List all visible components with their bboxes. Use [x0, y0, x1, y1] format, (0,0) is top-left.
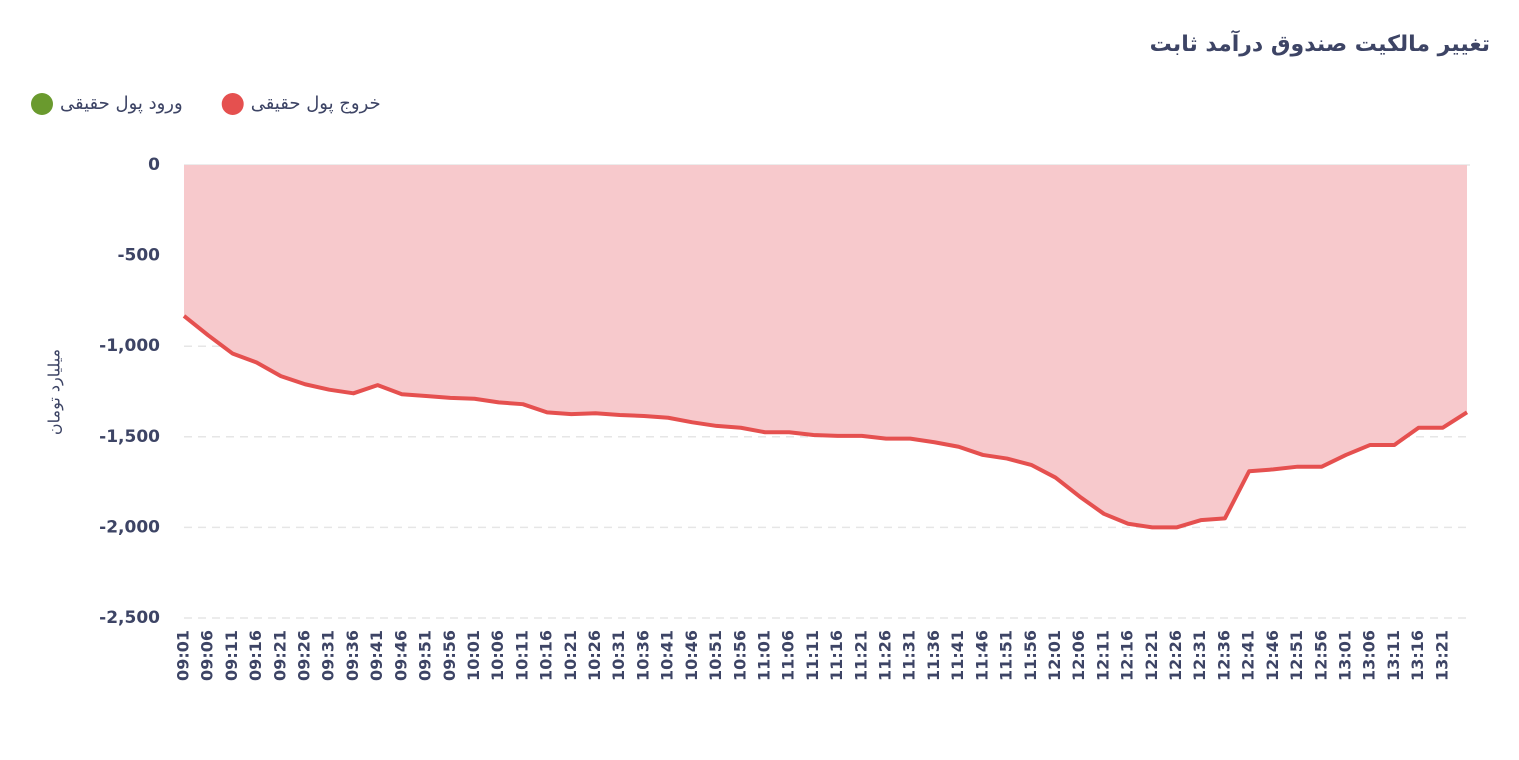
x-tick-label: 09:21: [270, 630, 289, 681]
x-tick-label: 13:11: [1384, 630, 1403, 681]
x-tick-label: 09:16: [246, 630, 265, 681]
y-axis-title: میلیارد تومان: [45, 349, 65, 435]
x-tick-label: 09:41: [367, 630, 386, 681]
x-tick-label: 13:01: [1335, 630, 1354, 681]
x-tick-label: 11:06: [779, 630, 798, 681]
x-tick-label: 11:11: [803, 630, 822, 681]
x-tick-label: 09:31: [319, 630, 338, 681]
x-tick-label: 12:21: [1142, 630, 1161, 681]
x-tick-label: 09:36: [343, 630, 362, 681]
x-tick-label: 13:06: [1360, 630, 1379, 681]
x-tick-label: 09:56: [440, 630, 459, 681]
x-tick-label: 11:46: [972, 630, 991, 681]
x-tick-label: 10:06: [488, 630, 507, 681]
x-tick-label: 10:51: [706, 630, 725, 681]
area: [184, 165, 1467, 528]
x-tick-label: 09:51: [416, 630, 435, 681]
x-tick-label: 12:06: [1069, 630, 1088, 681]
x-tick-label: 10:56: [730, 630, 749, 681]
x-tick-label: 12:31: [1190, 630, 1209, 681]
y-tick-label: -500: [117, 246, 160, 266]
x-tick-label: 10:41: [658, 630, 677, 681]
legend-marker: [31, 93, 53, 115]
x-tick-label: 12:56: [1311, 630, 1330, 681]
x-tick-label: 11:36: [924, 630, 943, 681]
x-tick-label: 11:16: [827, 630, 846, 681]
y-tick-label: 0: [148, 155, 160, 175]
x-tick-label: 11:31: [900, 630, 919, 681]
x-tick-label: 11:26: [876, 630, 895, 681]
x-tick-label: 10:31: [609, 630, 628, 681]
legend-label: خروج پول حقیقی: [251, 93, 381, 114]
x-tick-label: 11:56: [1021, 630, 1040, 681]
x-tick-label: 10:36: [633, 630, 652, 681]
y-tick-label: -1,500: [99, 427, 160, 447]
x-tick-label: 12:51: [1287, 630, 1306, 681]
x-tick-label: 09:46: [391, 630, 410, 681]
x-tick-label: 12:36: [1214, 630, 1233, 681]
x-tick-label: 10:16: [537, 630, 556, 681]
x-tick-label: 12:11: [1093, 630, 1112, 681]
y-tick-label: -2,000: [99, 517, 160, 537]
x-tick-label: 12:46: [1263, 630, 1282, 681]
line: [182, 314, 1469, 530]
legend-label: ورود پول حقیقی: [60, 93, 183, 114]
x-tick-label: 10:11: [512, 630, 531, 681]
x-tick-label: 11:01: [754, 630, 773, 681]
x-tick-label: 12:26: [1166, 630, 1185, 681]
x-tick-label: 10:46: [682, 630, 701, 681]
chart-title: تغییر مالکیت صندوق درآمد ثابت: [1150, 29, 1490, 57]
x-tick-label: 12:16: [1118, 630, 1137, 681]
x-tick-label: 11:51: [997, 630, 1016, 681]
x-tick-label: 13:21: [1432, 630, 1451, 681]
x-tick-label: 10:01: [464, 630, 483, 681]
x-tick-label: 10:21: [561, 630, 580, 681]
y-tick-label: -2,500: [99, 608, 160, 628]
x-tick-label: 11:41: [948, 630, 967, 681]
x-tick-label: 09:06: [198, 630, 217, 681]
x-tick-label: 12:01: [1045, 630, 1064, 681]
y-tick-label: -1,000: [99, 336, 160, 356]
x-tick-label: 12:41: [1239, 630, 1258, 681]
x-tick-label: 11:21: [851, 630, 870, 681]
x-tick-label: 09:11: [222, 630, 241, 681]
legend-marker: [221, 93, 244, 115]
x-tick-label: 10:26: [585, 630, 604, 681]
x-tick-label: 13:16: [1408, 630, 1427, 681]
x-tick-label: 09:26: [295, 630, 314, 681]
x-tick-label: 09:01: [174, 630, 193, 681]
